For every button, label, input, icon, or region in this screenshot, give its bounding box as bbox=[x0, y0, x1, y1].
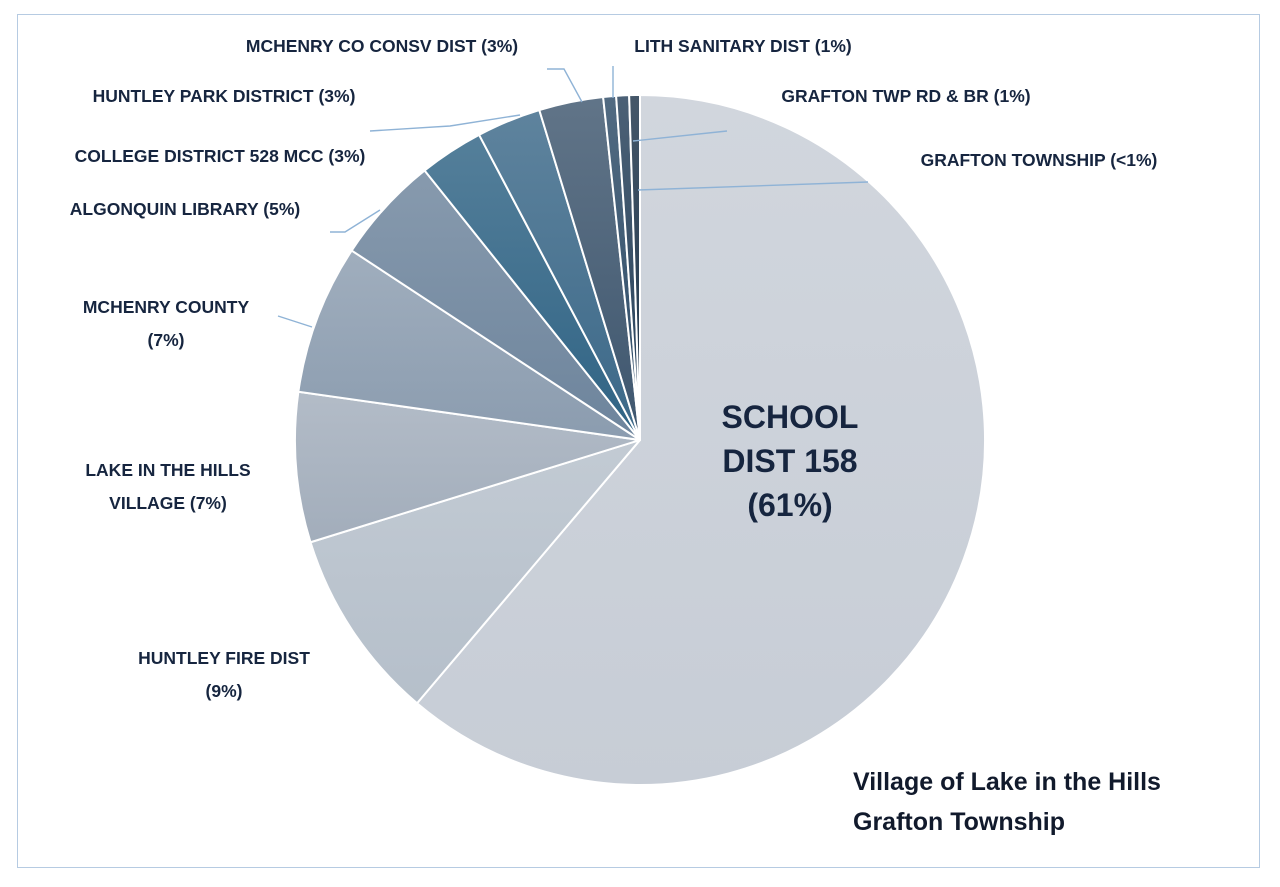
label-huntley-fire-dist: HUNTLEY FIRE DIST (9%) bbox=[138, 648, 310, 701]
slice-school-dist-158 bbox=[416, 94, 986, 786]
label-school-dist-158: SCHOOL DIST 158 (61%) bbox=[722, 399, 859, 523]
label-algonquin-library: ALGONQUIN LIBRARY (5%) bbox=[70, 199, 300, 219]
label-grafton-township: GRAFTON TOWNSHIP (<1%) bbox=[921, 150, 1158, 170]
label-lith-sanitary-dist: LITH SANITARY DIST (1%) bbox=[634, 36, 851, 56]
leader-line-grafton-township bbox=[637, 181, 869, 191]
label-college-district-528-mcc: COLLEGE DISTRICT 528 MCC (3%) bbox=[75, 146, 366, 166]
leader-lines bbox=[277, 66, 869, 328]
leader-line-college-district-528-mcc bbox=[369, 114, 521, 132]
label-huntley-park-district: HUNTLEY PARK DISTRICT (3%) bbox=[93, 86, 356, 106]
slice-lake-in-the-hills-village bbox=[294, 390, 641, 544]
leader-line-mchenry-co-consv-dist bbox=[547, 68, 583, 103]
leader-line-mchenry-county bbox=[277, 315, 313, 328]
pie-slices bbox=[294, 94, 986, 786]
label-grafton-twp-rd-and-br: GRAFTON TWP RD & BR (1%) bbox=[781, 86, 1030, 106]
leader-line-grafton-twp-rd-and-br bbox=[632, 130, 728, 142]
leader-line-algonquin-library bbox=[330, 209, 381, 233]
slice-huntley-fire-dist bbox=[309, 439, 641, 705]
slice-grafton-township bbox=[628, 94, 641, 441]
label-mchenry-county: MCHENRY COUNTY (7%) bbox=[83, 297, 250, 350]
slice-labels: SCHOOL DIST 158 (61%) HUNTLEY FIRE DIST (9%)… bbox=[70, 36, 1158, 701]
chart-title: Village of Lake in the Hills Grafton Town… bbox=[853, 768, 1161, 836]
label-lake-in-the-hills-village: LAKE IN THE HILLS VILLAGE (7%) bbox=[85, 460, 250, 513]
slice-mchenry-county bbox=[297, 249, 641, 441]
label-mchenry-co-consv-dist: MCHENRY CO CONSV DIST (3%) bbox=[246, 36, 518, 56]
